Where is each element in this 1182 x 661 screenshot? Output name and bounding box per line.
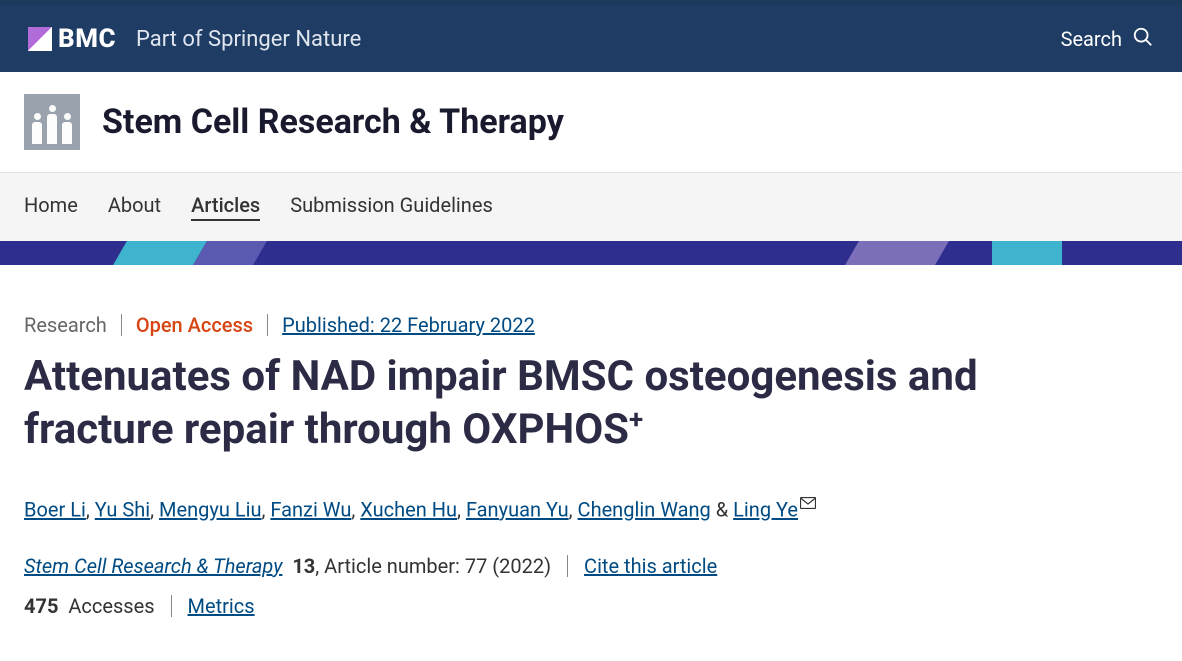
nav-home[interactable]: Home (24, 193, 78, 221)
author-list: Boer Li, Yu Shi, Mengyu Liu, Fanzi Wu, X… (24, 486, 1076, 526)
open-access-badge: Open Access (136, 313, 253, 337)
article-meta-row: Research Open Access Published: 22 Febru… (24, 313, 1076, 337)
bmc-logo-icon (28, 27, 52, 51)
mail-icon[interactable] (800, 486, 816, 518)
meta-separator (121, 314, 122, 336)
author-link[interactable]: Fanyuan Yu (466, 498, 569, 522)
author-link[interactable]: Yu Shi (95, 498, 150, 522)
meta-separator (567, 555, 568, 577)
author-link[interactable]: Xuchen Hu (360, 498, 457, 522)
metrics-link[interactable]: Metrics (188, 594, 255, 618)
bmc-logo[interactable]: BMC (28, 24, 116, 54)
author-link[interactable]: Fanzi Wu (270, 498, 351, 522)
meta-separator (267, 314, 268, 336)
volume-number: 13 (292, 554, 315, 578)
nav-bar: Home About Articles Submission Guideline… (0, 172, 1182, 241)
author-link[interactable]: Mengyu Liu (159, 498, 261, 522)
decorative-strip (0, 241, 1182, 265)
journal-link[interactable]: Stem Cell Research & Therapy (24, 554, 282, 578)
article-title: Attenuates of NAD impair BMSC osteogenes… (24, 351, 1076, 456)
meta-separator (171, 595, 172, 617)
accesses-label: Accesses (68, 594, 154, 618)
author-link[interactable]: Chenglin Wang (578, 498, 711, 522)
article-title-sup: + (629, 405, 643, 435)
search-icon (1132, 26, 1154, 52)
author-link[interactable]: Ling Ye (733, 498, 798, 522)
cite-article-link[interactable]: Cite this article (584, 554, 717, 578)
nav-about[interactable]: About (108, 193, 161, 221)
accesses-count: 475 (24, 594, 58, 618)
article-title-text: Attenuates of NAD impair BMSC osteogenes… (24, 352, 978, 454)
journal-icon (24, 94, 80, 150)
brand-group: BMC Part of Springer Nature (28, 24, 361, 54)
bmc-logo-text: BMC (58, 24, 116, 54)
search-label: Search (1061, 27, 1122, 51)
metrics-row: 475 Accesses Metrics (24, 594, 1076, 618)
search-button[interactable]: Search (1061, 26, 1154, 52)
nav-submission[interactable]: Submission Guidelines (290, 193, 493, 221)
journal-title[interactable]: Stem Cell Research & Therapy (102, 102, 564, 142)
journal-bar: Stem Cell Research & Therapy (0, 72, 1182, 172)
nav-articles[interactable]: Articles (191, 193, 260, 221)
article-content: Research Open Access Published: 22 Febru… (0, 265, 1100, 642)
header-bar: BMC Part of Springer Nature Search (0, 6, 1182, 72)
article-type: Research (24, 313, 107, 337)
author-link[interactable]: Boer Li (24, 498, 86, 522)
article-number: , Article number: 77 (2022) (315, 554, 551, 578)
published-date-link[interactable]: Published: 22 February 2022 (282, 313, 535, 337)
citation-row: Stem Cell Research & Therapy 13, Article… (24, 554, 1076, 578)
springer-tagline: Part of Springer Nature (136, 27, 361, 52)
